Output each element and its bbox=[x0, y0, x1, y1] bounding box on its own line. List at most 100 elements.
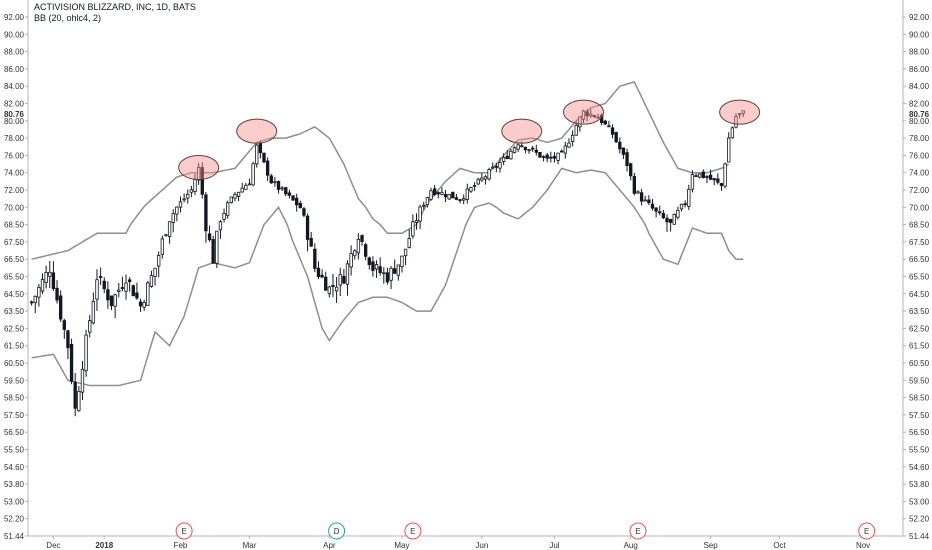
candle-down bbox=[432, 188, 437, 195]
chart-title: ACTIVISION BLIZZARD, INC, 1D, BATS bbox=[34, 2, 196, 12]
y-tick-label-left: 51.44 bbox=[4, 532, 25, 541]
candle-down bbox=[331, 285, 335, 287]
candle-up bbox=[472, 185, 477, 188]
marker-label: D bbox=[334, 527, 340, 536]
highlight-circle bbox=[501, 118, 543, 144]
candle-up bbox=[690, 174, 695, 190]
candle-up bbox=[273, 181, 277, 184]
candle-down bbox=[661, 213, 666, 219]
candle-up bbox=[353, 250, 357, 257]
candle-down bbox=[211, 239, 215, 264]
candle-up bbox=[578, 116, 582, 128]
y-tick-label-right: 58.50 bbox=[909, 394, 930, 403]
candle-down bbox=[127, 279, 132, 283]
candle-up bbox=[171, 213, 175, 223]
y-tick-label-right: 52.20 bbox=[909, 515, 930, 524]
candle-down bbox=[618, 141, 622, 150]
candle-up bbox=[734, 116, 738, 128]
candle-down bbox=[73, 381, 77, 409]
y-tick-label-right: 76.00 bbox=[909, 151, 930, 160]
candle-up bbox=[95, 279, 99, 300]
candle-down bbox=[560, 150, 564, 153]
y-tick-label-right: 57.50 bbox=[909, 411, 930, 420]
candle-down bbox=[204, 194, 208, 232]
candle-up bbox=[338, 274, 342, 286]
marker-label: E bbox=[635, 527, 640, 536]
candle-down bbox=[120, 287, 125, 289]
candle-up bbox=[698, 173, 702, 178]
candle-up bbox=[418, 206, 422, 222]
y-tick-label-right: 70.00 bbox=[909, 203, 930, 212]
candle-up bbox=[117, 289, 121, 292]
y-tick-label-left: 67.50 bbox=[4, 238, 25, 247]
earnings-marker bbox=[404, 522, 422, 540]
candle-down bbox=[324, 276, 328, 291]
candle-up bbox=[723, 163, 727, 187]
marker-label: E bbox=[410, 527, 415, 536]
candle-down bbox=[549, 156, 553, 159]
candle-up bbox=[516, 144, 520, 150]
candle-down bbox=[607, 125, 611, 128]
candle-up bbox=[556, 152, 560, 161]
y-tick-label-right: 64.50 bbox=[909, 290, 930, 299]
candle-down bbox=[385, 272, 390, 283]
y-tick-label-left: 92.00 bbox=[4, 13, 25, 22]
candle-up bbox=[567, 142, 571, 148]
candle-up bbox=[186, 193, 190, 199]
candle-up bbox=[218, 221, 223, 231]
y-tick-label-left: 56.50 bbox=[4, 428, 25, 437]
candle-down bbox=[683, 203, 687, 206]
candle-up bbox=[189, 189, 194, 193]
y-tick-label-left: 74.00 bbox=[4, 169, 25, 178]
candle-down bbox=[69, 344, 74, 382]
candle-up bbox=[491, 166, 495, 169]
candle-up bbox=[196, 166, 201, 181]
candle-down bbox=[378, 266, 382, 274]
candle-down bbox=[708, 174, 713, 180]
y-tick-label-left: 90.00 bbox=[4, 30, 25, 39]
candle-down bbox=[527, 149, 531, 152]
y-tick-label-left: 55.50 bbox=[4, 446, 25, 455]
candle-down bbox=[603, 120, 607, 125]
candle-up bbox=[447, 193, 451, 200]
candle-down bbox=[138, 301, 143, 307]
candle-down bbox=[694, 175, 698, 177]
candle-up bbox=[512, 147, 517, 153]
candle-down bbox=[658, 211, 662, 214]
y-tick-label-left: 86.00 bbox=[4, 65, 25, 74]
candle-down bbox=[552, 156, 557, 159]
candle-down bbox=[610, 127, 615, 135]
y-tick-label-left: 70.00 bbox=[4, 203, 25, 212]
candle-down bbox=[284, 187, 288, 195]
candle-up bbox=[676, 209, 680, 218]
y-tick-label-right: 56.50 bbox=[909, 428, 930, 437]
y-tick-label-right: 72.00 bbox=[909, 186, 930, 195]
y-tick-label-right: 65.50 bbox=[909, 273, 930, 282]
bb-lower-band bbox=[31, 167, 744, 387]
candle-down bbox=[98, 276, 103, 278]
candle-up bbox=[167, 221, 172, 237]
candle-up bbox=[389, 267, 393, 281]
y-tick-label-right: 54.60 bbox=[909, 463, 930, 472]
candle-up bbox=[178, 201, 183, 208]
candle-up bbox=[84, 334, 88, 372]
y-tick-label-right: 55.50 bbox=[909, 446, 930, 455]
y-tick-label-right: 74.00 bbox=[909, 169, 930, 178]
candle-down bbox=[621, 147, 626, 155]
candle-down bbox=[269, 175, 273, 184]
y-tick-label-right: 51.44 bbox=[909, 532, 930, 541]
x-tick-label: Oct bbox=[773, 541, 786, 550]
candle-down bbox=[287, 192, 292, 196]
candle-down bbox=[265, 160, 270, 176]
candle-up bbox=[509, 150, 513, 160]
candle-up bbox=[88, 320, 92, 333]
candle-down bbox=[29, 301, 34, 304]
candle-down bbox=[614, 132, 618, 143]
candle-up bbox=[44, 271, 48, 283]
y-tick-label-right: 67.50 bbox=[909, 238, 930, 247]
x-tick-label: Jul bbox=[549, 541, 559, 550]
candle-up bbox=[501, 157, 506, 162]
candle-up bbox=[520, 145, 524, 148]
candle-up bbox=[244, 184, 248, 190]
